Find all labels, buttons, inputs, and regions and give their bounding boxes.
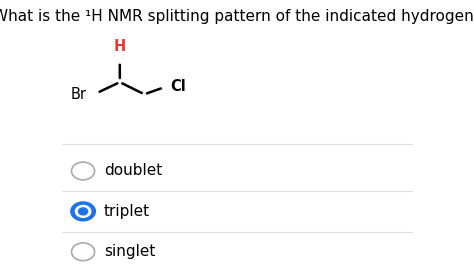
Text: Cl: Cl [171,79,186,94]
Text: doublet: doublet [104,163,162,178]
Text: H: H [114,39,126,54]
Circle shape [75,205,91,217]
Text: singlet: singlet [104,244,155,259]
Text: What is the ¹H NMR splitting pattern of the indicated hydrogen?: What is the ¹H NMR splitting pattern of … [0,10,474,24]
Text: triplet: triplet [104,204,150,219]
Circle shape [79,208,88,215]
Text: Br: Br [71,87,87,102]
Circle shape [71,202,95,221]
